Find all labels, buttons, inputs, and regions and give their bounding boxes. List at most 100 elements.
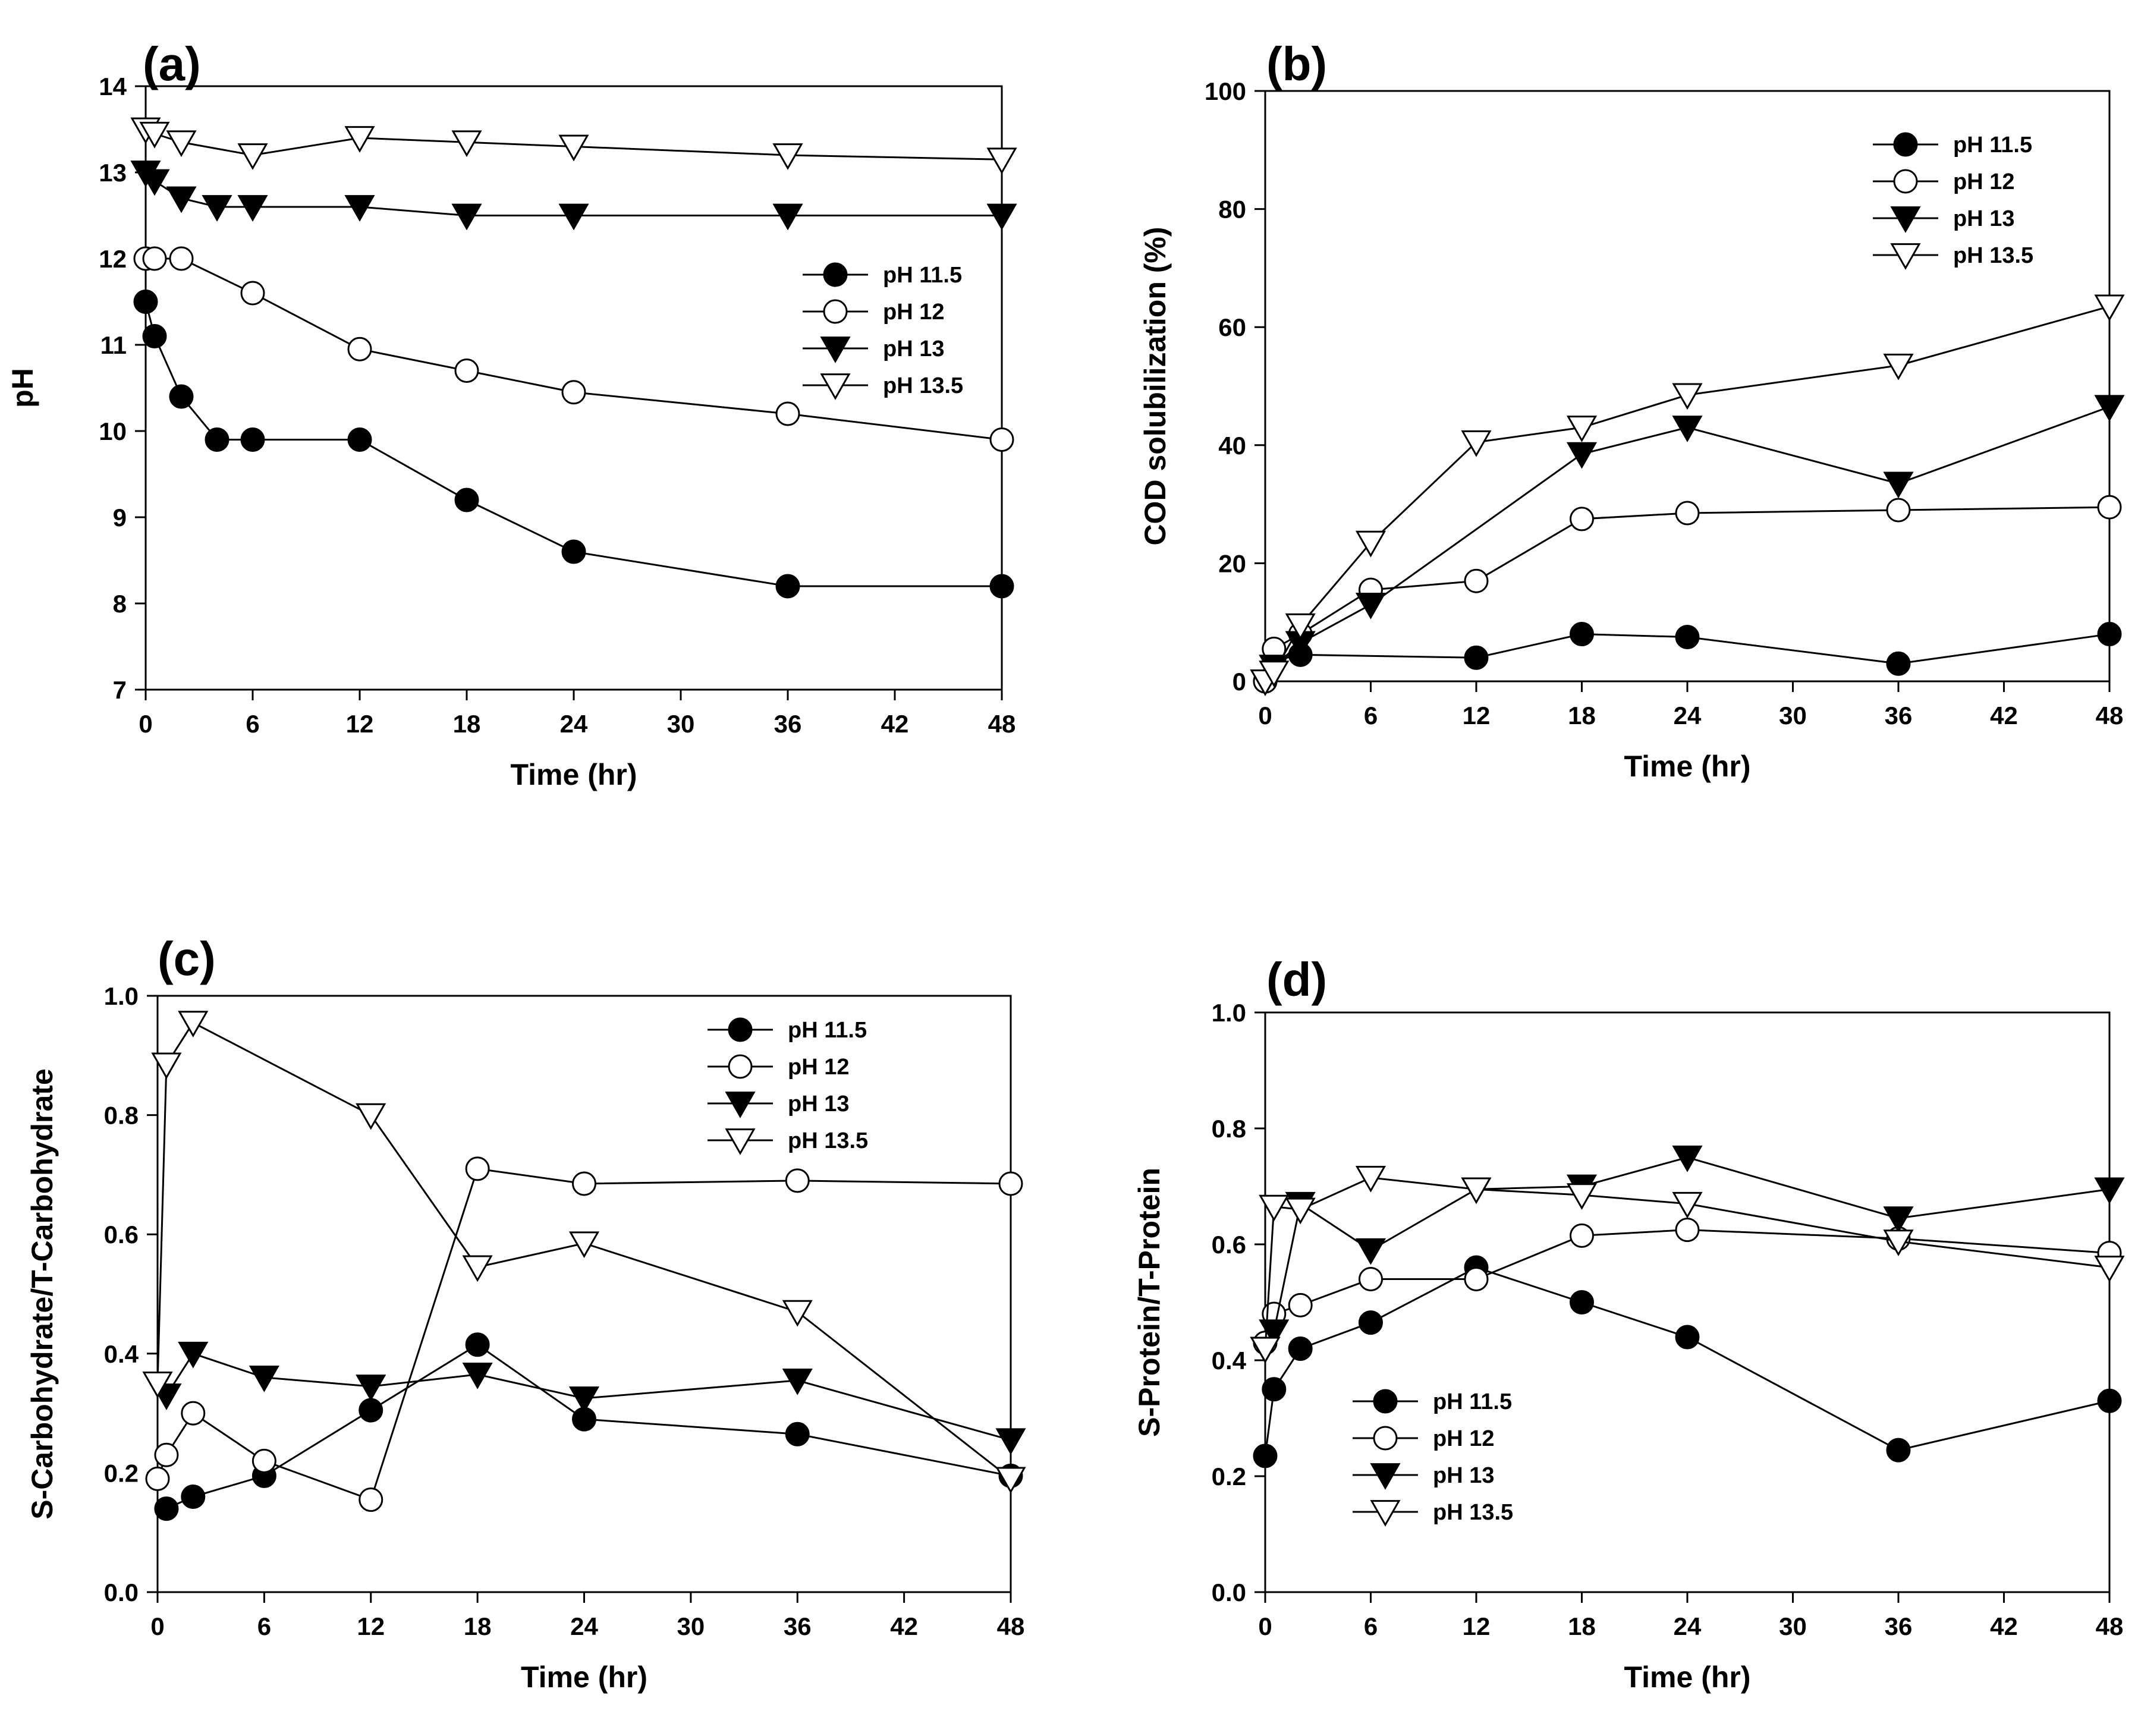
legend-marker <box>1893 132 1918 157</box>
x-tick-label: 0 <box>1258 702 1272 729</box>
y-tick-label: 10 <box>99 417 127 445</box>
chart-panel-c: (c) 0 6 12 18 24 30 36 42 48 0.0 0.2 0.4 0.6 0.8 1.0 Tim… <box>26 932 1026 1694</box>
series-line <box>144 301 1002 587</box>
x-axis-title: Time (hr) <box>521 1660 647 1694</box>
x-tick-label: 0 <box>1258 1612 1272 1640</box>
data-point <box>465 1156 490 1181</box>
y-tick-label: 8 <box>113 590 127 618</box>
legend-label: pH 11.5 <box>788 1018 867 1043</box>
legend: pH 11.5 pH 12 pH 13 pH 13.5 <box>1353 1389 1513 1527</box>
data-point <box>1566 416 1598 442</box>
y-axis-title: S-Carbohydrate/T-Carbohydrate <box>26 1068 59 1519</box>
data-point <box>1464 1267 1489 1291</box>
x-tick-label: 36 <box>784 1612 812 1640</box>
x-tick-label: 48 <box>988 710 1016 738</box>
data-point <box>1883 353 1914 380</box>
data-point <box>1570 507 1594 532</box>
data-point <box>1464 568 1489 593</box>
y-tick-label: 60 <box>1218 313 1246 341</box>
x-tick-label: 48 <box>2096 702 2124 729</box>
data-point <box>2094 294 2125 322</box>
legend-label: pH 12 <box>788 1055 849 1080</box>
legend-marker <box>1373 1426 1398 1451</box>
data-point <box>142 246 167 271</box>
data-point <box>1566 1183 1598 1210</box>
data-point <box>2094 1177 2125 1204</box>
x-tick-label: 18 <box>453 710 481 738</box>
data-point <box>1675 501 1700 526</box>
x-axis-title: Time (hr) <box>1624 1660 1751 1694</box>
data-point <box>1288 1292 1313 1317</box>
y-tick-label: 0.6 <box>1212 1231 1246 1259</box>
legend-marker <box>820 336 851 363</box>
x-tick-label: 42 <box>1990 702 2018 729</box>
data-point <box>1285 613 1316 640</box>
data-point <box>240 427 265 452</box>
series-ph-11.5 <box>133 290 1014 599</box>
legend-marker <box>1890 243 1921 270</box>
data-point <box>989 574 1014 599</box>
series-ph-13.5 <box>1250 1165 2125 1364</box>
y-tick-label: 13 <box>99 159 127 187</box>
data-point <box>178 1011 209 1038</box>
data-point <box>1461 1177 1492 1204</box>
y-tick-label: 1.0 <box>104 982 139 1010</box>
x-tick-label: 12 <box>1463 1612 1491 1640</box>
data-point <box>1672 1145 1703 1172</box>
data-point <box>359 1487 383 1512</box>
data-point <box>1886 498 1911 523</box>
data-point <box>347 336 372 361</box>
x-tick-label: 0 <box>150 1612 164 1640</box>
data-point <box>462 1363 493 1389</box>
data-point <box>181 1401 206 1426</box>
data-point <box>166 130 197 158</box>
x-axis-title: Time (hr) <box>1624 750 1751 783</box>
data-point <box>2097 495 2122 520</box>
data-point <box>2094 1256 2125 1282</box>
y-tick-label: 20 <box>1218 549 1246 577</box>
x-tick-label: 42 <box>1990 1612 2018 1640</box>
series-ph-12 <box>145 1156 1023 1512</box>
series-ph-13.5 <box>1250 294 2125 696</box>
legend-marker <box>725 1128 756 1155</box>
x-tick-label: 30 <box>677 1612 705 1640</box>
data-point <box>1359 1267 1383 1291</box>
y-tick-label: 0 <box>1233 668 1246 696</box>
data-point <box>1359 1310 1383 1335</box>
legend-marker <box>823 262 848 287</box>
y-tick-label: 0.2 <box>104 1459 139 1487</box>
legend-label: pH 11.5 <box>1433 1389 1512 1414</box>
x-tick-label: 24 <box>570 1612 598 1640</box>
data-point <box>205 427 229 452</box>
data-point <box>356 1375 386 1401</box>
data-point <box>782 1300 813 1327</box>
data-point <box>558 203 589 231</box>
panel-label: (a) <box>143 37 201 90</box>
legend-label: pH 13 <box>1433 1463 1494 1488</box>
data-point <box>775 574 800 599</box>
x-tick-label: 6 <box>1364 1612 1378 1640</box>
data-point <box>1672 416 1703 442</box>
legend-label: pH 13 <box>883 336 944 361</box>
data-point <box>151 1052 182 1080</box>
x-tick-label: 42 <box>881 710 909 738</box>
legend-marker <box>823 299 848 324</box>
y-tick-label: 0.4 <box>104 1340 139 1368</box>
x-axis-title: Time (hr) <box>511 758 637 791</box>
data-point <box>2097 622 2122 647</box>
data-point <box>986 147 1017 175</box>
legend-label: pH 13.5 <box>883 373 963 398</box>
data-point <box>1570 1223 1594 1248</box>
y-tick-label: 80 <box>1218 196 1246 224</box>
data-point <box>772 203 803 231</box>
data-point <box>454 488 479 512</box>
x-tick-label: 30 <box>1779 702 1807 729</box>
y-tick-label: 0.4 <box>1212 1347 1247 1375</box>
data-point <box>1285 1197 1316 1225</box>
data-point <box>558 134 589 162</box>
x-tick-label: 0 <box>139 710 152 738</box>
data-point <box>344 195 375 222</box>
y-tick-label: 12 <box>99 245 127 273</box>
data-point <box>998 1171 1023 1196</box>
data-point <box>995 1428 1026 1455</box>
